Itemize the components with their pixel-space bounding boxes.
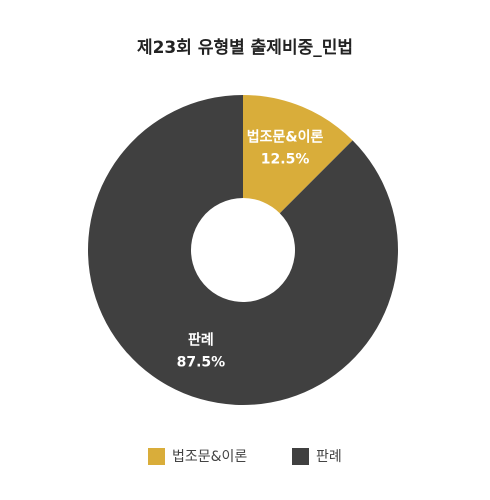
legend-label: 판례 <box>316 449 342 465</box>
segment-value: 87.5% <box>177 355 226 371</box>
chart-title: 제23회 유형별 출제비중_민법 <box>137 37 353 58</box>
segment-name: 법조문&이론 <box>247 128 324 145</box>
segment-name: 판례 <box>188 333 214 349</box>
segment-value: 12.5% <box>261 151 310 167</box>
legend-swatch <box>292 448 309 465</box>
legend-label: 법조문&이론 <box>172 449 247 465</box>
donut-segment <box>243 95 353 214</box>
donut-segment <box>87 95 398 406</box>
legend-swatch <box>148 448 165 465</box>
